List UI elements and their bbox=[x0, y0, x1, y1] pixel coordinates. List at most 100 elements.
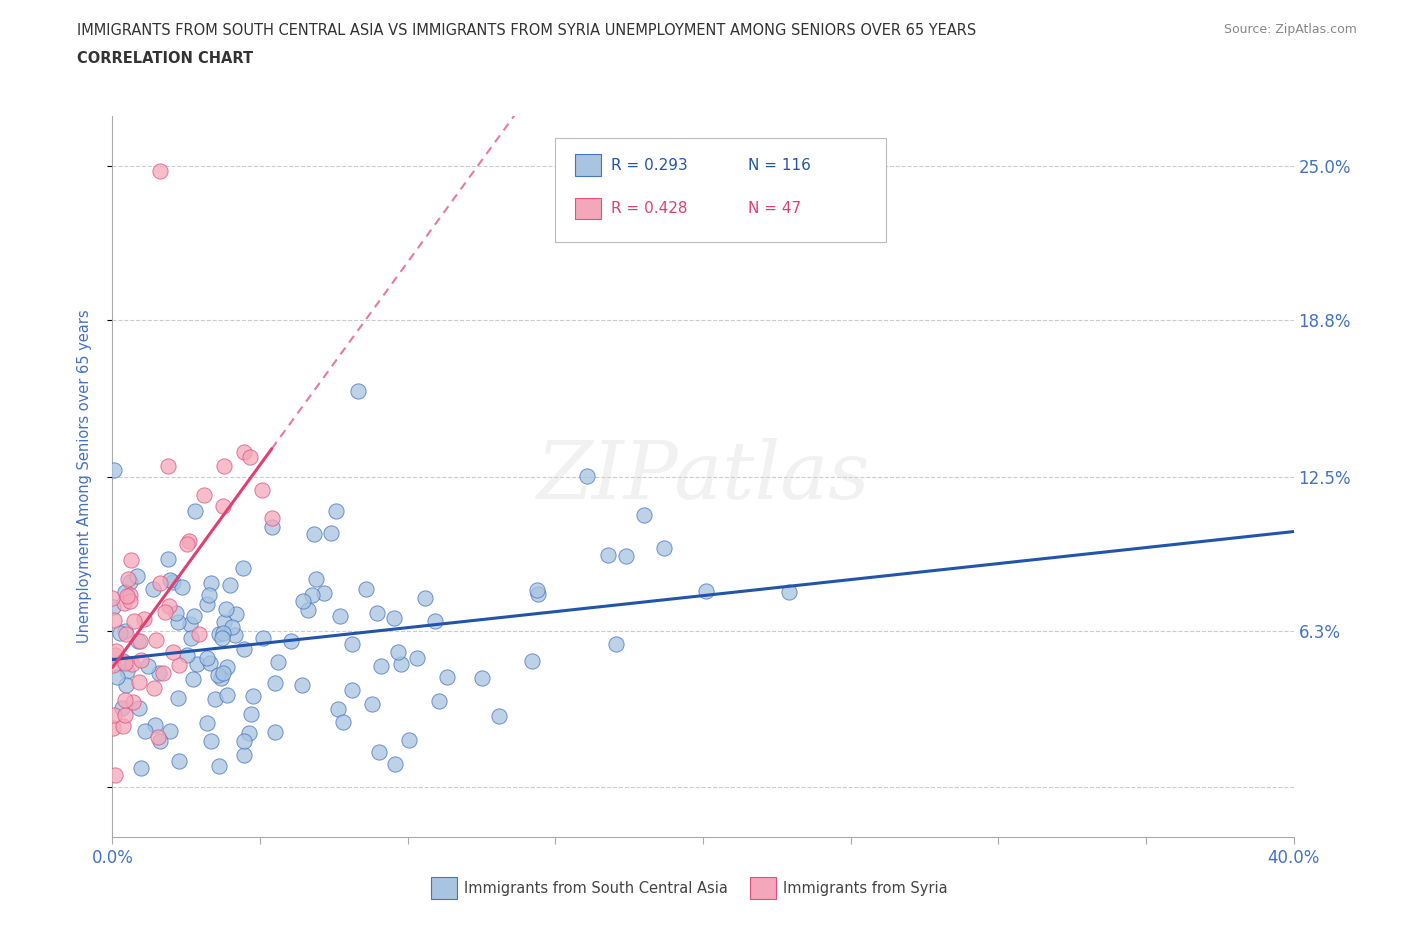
Point bbox=[384, 756, 406, 771]
Bar bbox=[432, 877, 457, 899]
Text: R = 0.428: R = 0.428 bbox=[610, 201, 688, 216]
Point bbox=[129, 761, 152, 776]
Point bbox=[114, 693, 136, 708]
Point bbox=[193, 488, 215, 503]
Point bbox=[208, 759, 231, 774]
Point bbox=[233, 445, 256, 459]
Point bbox=[436, 670, 458, 684]
Point bbox=[167, 658, 190, 672]
Point bbox=[204, 692, 226, 707]
Text: N = 116: N = 116 bbox=[748, 158, 811, 173]
Bar bbox=[575, 198, 602, 219]
Point bbox=[526, 582, 548, 597]
Point bbox=[347, 383, 370, 398]
Point bbox=[471, 671, 494, 686]
Point bbox=[128, 633, 150, 648]
Point bbox=[252, 631, 274, 645]
Bar bbox=[751, 877, 776, 899]
Point bbox=[224, 627, 246, 642]
Point bbox=[778, 585, 800, 600]
Point bbox=[118, 594, 141, 609]
Point bbox=[305, 572, 328, 587]
Point bbox=[114, 656, 136, 671]
Point bbox=[200, 734, 222, 749]
Point bbox=[127, 568, 149, 583]
Point bbox=[114, 584, 136, 599]
Point bbox=[101, 658, 124, 672]
Point bbox=[176, 647, 198, 662]
Point bbox=[208, 627, 231, 642]
Point bbox=[131, 652, 153, 667]
Point bbox=[187, 627, 209, 642]
Point bbox=[215, 687, 238, 702]
Point bbox=[114, 708, 136, 723]
Point bbox=[280, 633, 302, 648]
Point bbox=[598, 548, 620, 563]
Point bbox=[120, 552, 142, 567]
Point bbox=[121, 658, 143, 672]
Point bbox=[142, 581, 165, 596]
Point bbox=[198, 588, 221, 603]
Point bbox=[111, 700, 134, 715]
Point bbox=[325, 504, 347, 519]
Point bbox=[101, 591, 124, 605]
Point bbox=[198, 656, 221, 671]
Point bbox=[165, 605, 187, 620]
Point bbox=[297, 603, 319, 618]
Point bbox=[633, 508, 655, 523]
Point bbox=[312, 585, 335, 600]
Point bbox=[384, 610, 406, 625]
Point bbox=[520, 654, 543, 669]
Point bbox=[114, 678, 136, 693]
Point bbox=[179, 534, 201, 549]
Point bbox=[329, 608, 352, 623]
Point bbox=[149, 576, 172, 591]
Point bbox=[186, 657, 208, 671]
Point bbox=[340, 683, 363, 698]
Point bbox=[605, 636, 627, 651]
Point bbox=[215, 601, 238, 616]
Point bbox=[354, 581, 377, 596]
Point bbox=[197, 650, 219, 665]
Point bbox=[370, 659, 392, 674]
Point bbox=[239, 707, 262, 722]
Point bbox=[575, 469, 598, 484]
Point bbox=[170, 580, 193, 595]
Point bbox=[184, 503, 207, 518]
Point bbox=[207, 668, 229, 683]
Point bbox=[232, 561, 254, 576]
Point bbox=[250, 483, 273, 498]
Point bbox=[104, 648, 127, 663]
Point bbox=[242, 688, 264, 703]
Point bbox=[153, 604, 176, 619]
Point bbox=[527, 587, 550, 602]
Point bbox=[157, 599, 180, 614]
Point bbox=[209, 671, 232, 685]
Point bbox=[211, 665, 233, 680]
Point bbox=[117, 572, 139, 587]
Point bbox=[159, 724, 181, 738]
Point bbox=[652, 540, 675, 555]
Point bbox=[233, 733, 256, 748]
Point bbox=[360, 698, 382, 712]
Point bbox=[267, 655, 290, 670]
Point bbox=[167, 753, 190, 768]
Point bbox=[180, 630, 202, 644]
Point bbox=[108, 626, 131, 641]
Point bbox=[232, 642, 254, 657]
Point bbox=[132, 611, 155, 626]
Point bbox=[115, 589, 138, 604]
Point bbox=[167, 615, 190, 630]
Point bbox=[368, 745, 391, 760]
Point bbox=[616, 548, 638, 563]
Point bbox=[103, 708, 125, 723]
Point bbox=[156, 458, 179, 473]
Point bbox=[114, 627, 136, 642]
Point bbox=[232, 748, 254, 763]
Point bbox=[122, 694, 145, 709]
Point bbox=[159, 573, 181, 588]
Point bbox=[406, 650, 429, 665]
Point bbox=[366, 605, 388, 620]
Point bbox=[128, 675, 150, 690]
Point bbox=[427, 693, 450, 708]
